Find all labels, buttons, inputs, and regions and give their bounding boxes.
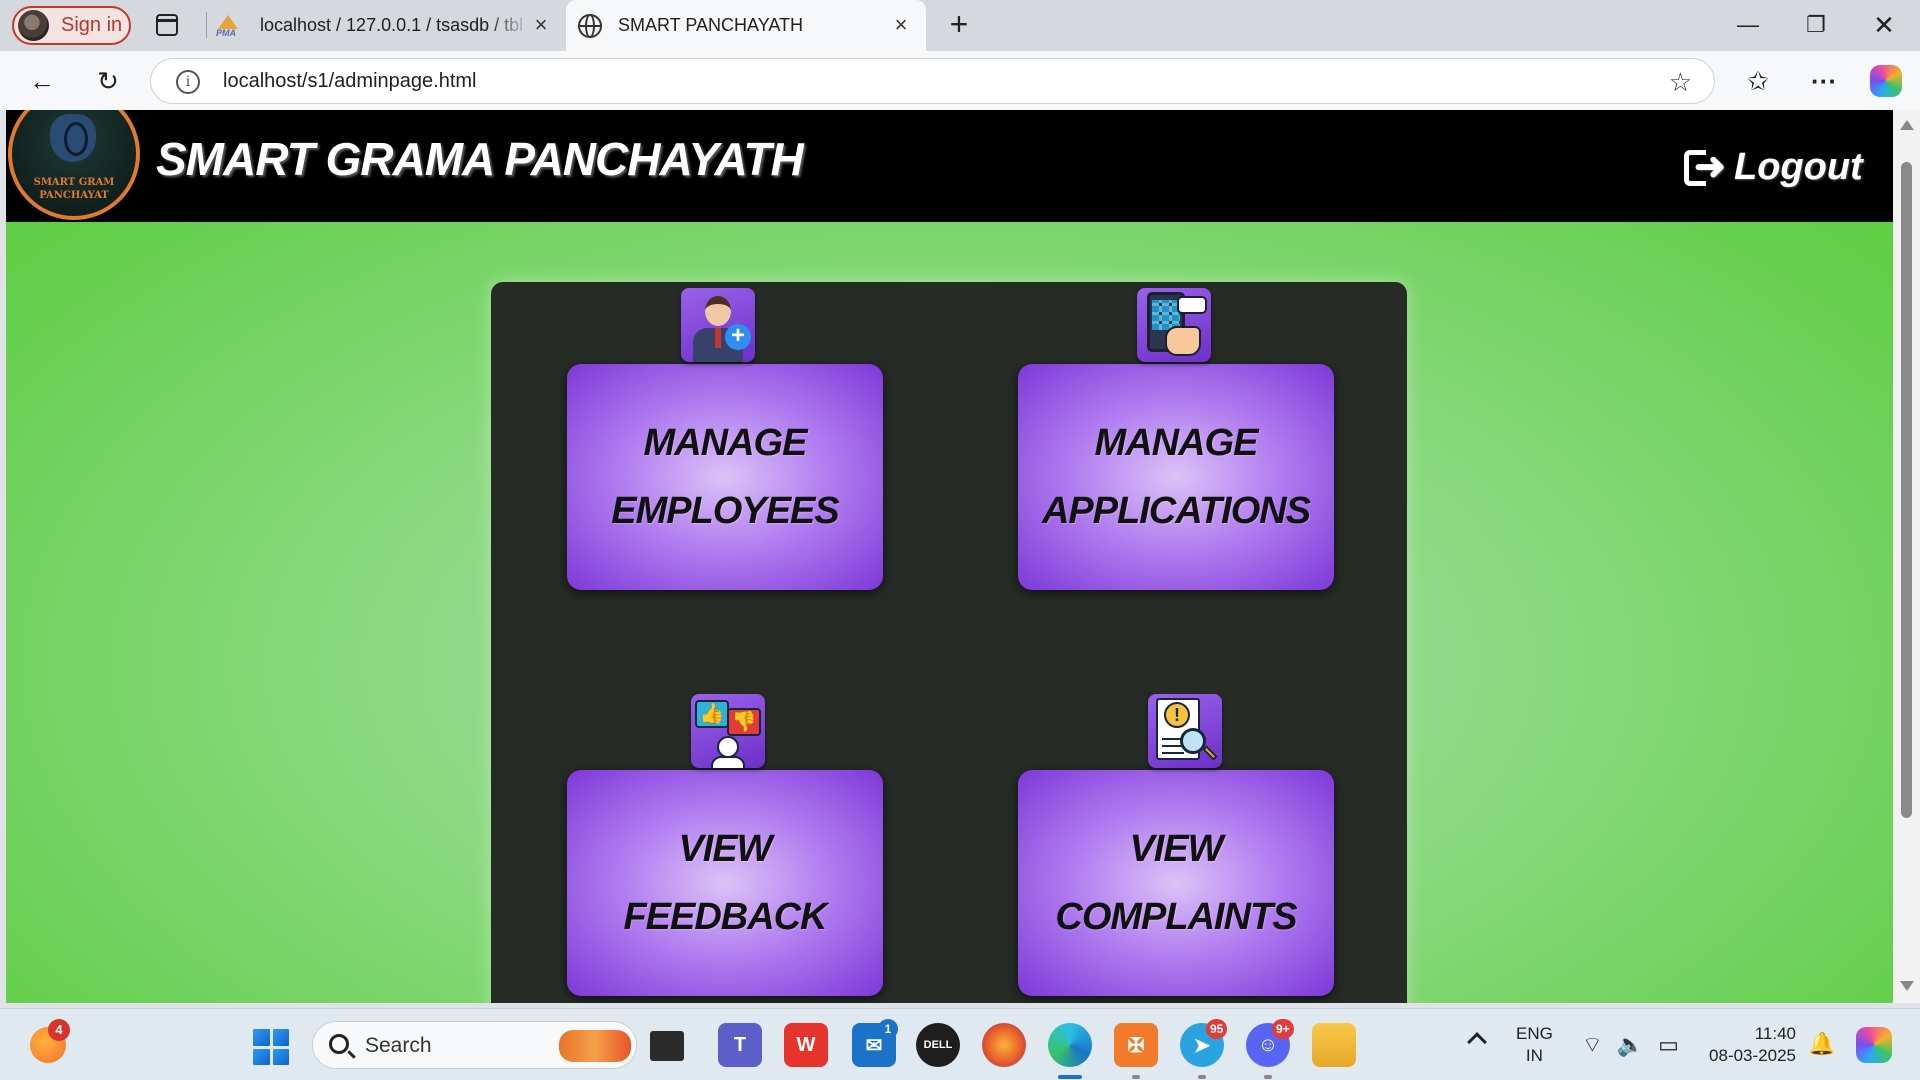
- xampp-running-indicator: [1132, 1075, 1140, 1079]
- taskbar-clock[interactable]: 11:40 08-03-2025: [1700, 1023, 1796, 1067]
- telegram-running-indicator: [1198, 1075, 1206, 1079]
- language-indicator[interactable]: ENG IN: [1516, 1023, 1553, 1067]
- search-placeholder: Search: [365, 1034, 432, 1057]
- xampp-icon[interactable]: ✠: [1114, 1023, 1158, 1067]
- clock-time: 11:40: [1754, 1024, 1796, 1043]
- windows-taskbar: 4 Search T W ✉ 1 DELL ✠ ➤ 95 ☺ 9+ ENG IN…: [0, 1008, 1920, 1080]
- site-info-icon[interactable]: i: [176, 70, 200, 94]
- window-close-button[interactable]: ✕: [1873, 10, 1895, 40]
- url-text[interactable]: localhost/s1/adminpage.html: [223, 70, 477, 92]
- logo-text-line1: SMART GRAM: [33, 177, 115, 188]
- clock-date: 08-03-2025: [1709, 1046, 1796, 1065]
- search-highlight-art: [559, 1030, 631, 1062]
- logo-emblem-icon: [50, 114, 96, 162]
- notification-bell-icon[interactable]: 🔔: [1808, 1031, 1836, 1056]
- browser-toolbar: ← ↻ i localhost/s1/adminpage.html ☆ ✩ ··…: [0, 51, 1920, 110]
- logo-text-line2: PANCHAYAT: [39, 190, 109, 201]
- copilot-icon[interactable]: [1870, 65, 1902, 97]
- site-title: SMART GRAMA PANCHAYATH: [156, 133, 804, 185]
- add-employee-icon: +: [681, 288, 755, 362]
- add-favorite-star-icon[interactable]: ☆: [1668, 67, 1692, 97]
- card-label-line1: MANAGE: [1094, 422, 1259, 464]
- phpmyadmin-icon: [216, 13, 246, 39]
- profile-sign-in-label: Sign in: [61, 14, 123, 36]
- card-label-line1: MANAGE: [643, 422, 808, 464]
- complaint-search-icon: !: [1148, 694, 1222, 768]
- scroll-down-arrow-icon[interactable]: [1900, 981, 1914, 991]
- task-view-icon[interactable]: [650, 1031, 684, 1061]
- profile-avatar: [18, 10, 49, 41]
- profile-sign-in-button[interactable]: Sign in: [12, 6, 131, 45]
- windows-start-icon[interactable]: [253, 1029, 289, 1065]
- logo-text: SMART GRAM PANCHAYAT: [12, 176, 136, 202]
- globe-icon: [578, 13, 602, 38]
- mail-badge: 1: [878, 1019, 898, 1039]
- tab-separator: [206, 12, 207, 38]
- battery-icon[interactable]: ▭: [1658, 1032, 1693, 1057]
- show-hidden-icons-chevron-icon[interactable]: [1467, 1032, 1487, 1052]
- weather-badge: 4: [48, 1019, 70, 1041]
- region-code: IN: [1525, 1046, 1543, 1065]
- file-explorer-icon[interactable]: [1312, 1023, 1356, 1067]
- page-scrollbar[interactable]: [1893, 110, 1920, 1003]
- admin-menu-panel: MANAGE EMPLOYEES MANAGE APPLICATIONS VIE…: [491, 282, 1407, 1003]
- taskbar-search-box[interactable]: Search: [312, 1021, 637, 1069]
- logout-label: Logout: [1734, 146, 1863, 188]
- tab-phpmyadmin[interactable]: localhost / 127.0.0.1 / tsasdb / tbl ×: [206, 0, 566, 51]
- window-minimize-button[interactable]: —: [1737, 12, 1759, 37]
- browser-tab-strip: Sign in localhost / 127.0.0.1 / tsasdb /…: [0, 0, 1920, 51]
- discord-badge: 9+: [1272, 1019, 1294, 1039]
- discord-running-indicator: [1264, 1075, 1272, 1079]
- card-label-line1: VIEW: [678, 828, 772, 870]
- more-options-icon[interactable]: ···: [1811, 66, 1837, 96]
- feedback-icon: 👍 👎: [691, 694, 765, 768]
- card-label-line2: APPLICATIONS: [1041, 490, 1311, 532]
- tab-title: localhost / 127.0.0.1 / tsasdb / tbl: [260, 15, 524, 35]
- system-tray-icons[interactable]: ⌔🔈▭: [1582, 1031, 1693, 1059]
- scroll-up-arrow-icon[interactable]: [1900, 120, 1914, 130]
- tab-smart-panchayath[interactable]: SMART PANCHAYATH ×: [566, 0, 926, 51]
- firefox-icon[interactable]: [982, 1023, 1026, 1067]
- address-bar[interactable]: i localhost/s1/adminpage.html ☆: [150, 58, 1715, 104]
- back-arrow-icon[interactable]: ←: [29, 66, 55, 96]
- tab-title: SMART PANCHAYATH: [618, 15, 804, 35]
- volume-icon[interactable]: 🔈: [1616, 1032, 1659, 1057]
- wps-office-icon[interactable]: W: [784, 1023, 828, 1067]
- copilot-taskbar-icon[interactable]: [1856, 1027, 1892, 1063]
- logout-icon: [1684, 144, 1726, 189]
- window-restore-button[interactable]: ❐: [1806, 12, 1826, 37]
- mobile-application-icon: [1137, 288, 1211, 362]
- card-label-line2: FEEDBACK: [623, 896, 827, 938]
- view-feedback-button[interactable]: VIEW FEEDBACK: [567, 770, 883, 996]
- tab-actions-icon[interactable]: [156, 14, 178, 36]
- language-code: ENG: [1516, 1024, 1553, 1043]
- tab-close-icon[interactable]: ×: [534, 12, 548, 37]
- logout-button[interactable]: Logout: [1684, 144, 1863, 189]
- manage-employees-button[interactable]: MANAGE EMPLOYEES: [567, 364, 883, 590]
- search-icon: [329, 1034, 349, 1054]
- site-header: SMART GRAM PANCHAYAT SMART GRAMA PANCHAY…: [6, 110, 1893, 222]
- site-logo: SMART GRAM PANCHAYAT: [8, 110, 140, 220]
- teams-icon[interactable]: T: [718, 1023, 762, 1067]
- card-label-line1: VIEW: [1129, 828, 1223, 870]
- dell-icon[interactable]: DELL: [916, 1023, 960, 1067]
- edge-active-indicator: [1058, 1075, 1082, 1079]
- admin-page: SMART GRAM PANCHAYAT SMART GRAMA PANCHAY…: [6, 110, 1893, 1003]
- card-label-line2: COMPLAINTS: [1055, 896, 1297, 938]
- view-complaints-button[interactable]: VIEW COMPLAINTS: [1018, 770, 1334, 996]
- wifi-icon[interactable]: ⌔: [1582, 1032, 1617, 1057]
- new-tab-button[interactable]: +: [949, 6, 969, 42]
- manage-applications-button[interactable]: MANAGE APPLICATIONS: [1018, 364, 1334, 590]
- scroll-thumb[interactable]: [1901, 162, 1912, 818]
- edge-icon[interactable]: [1048, 1023, 1092, 1067]
- telegram-badge: 95: [1206, 1019, 1228, 1039]
- favorites-icon[interactable]: ✩: [1747, 66, 1769, 96]
- reload-icon[interactable]: ↻: [97, 66, 119, 96]
- card-label-line2: EMPLOYEES: [611, 490, 839, 532]
- tab-close-icon[interactable]: ×: [894, 12, 908, 37]
